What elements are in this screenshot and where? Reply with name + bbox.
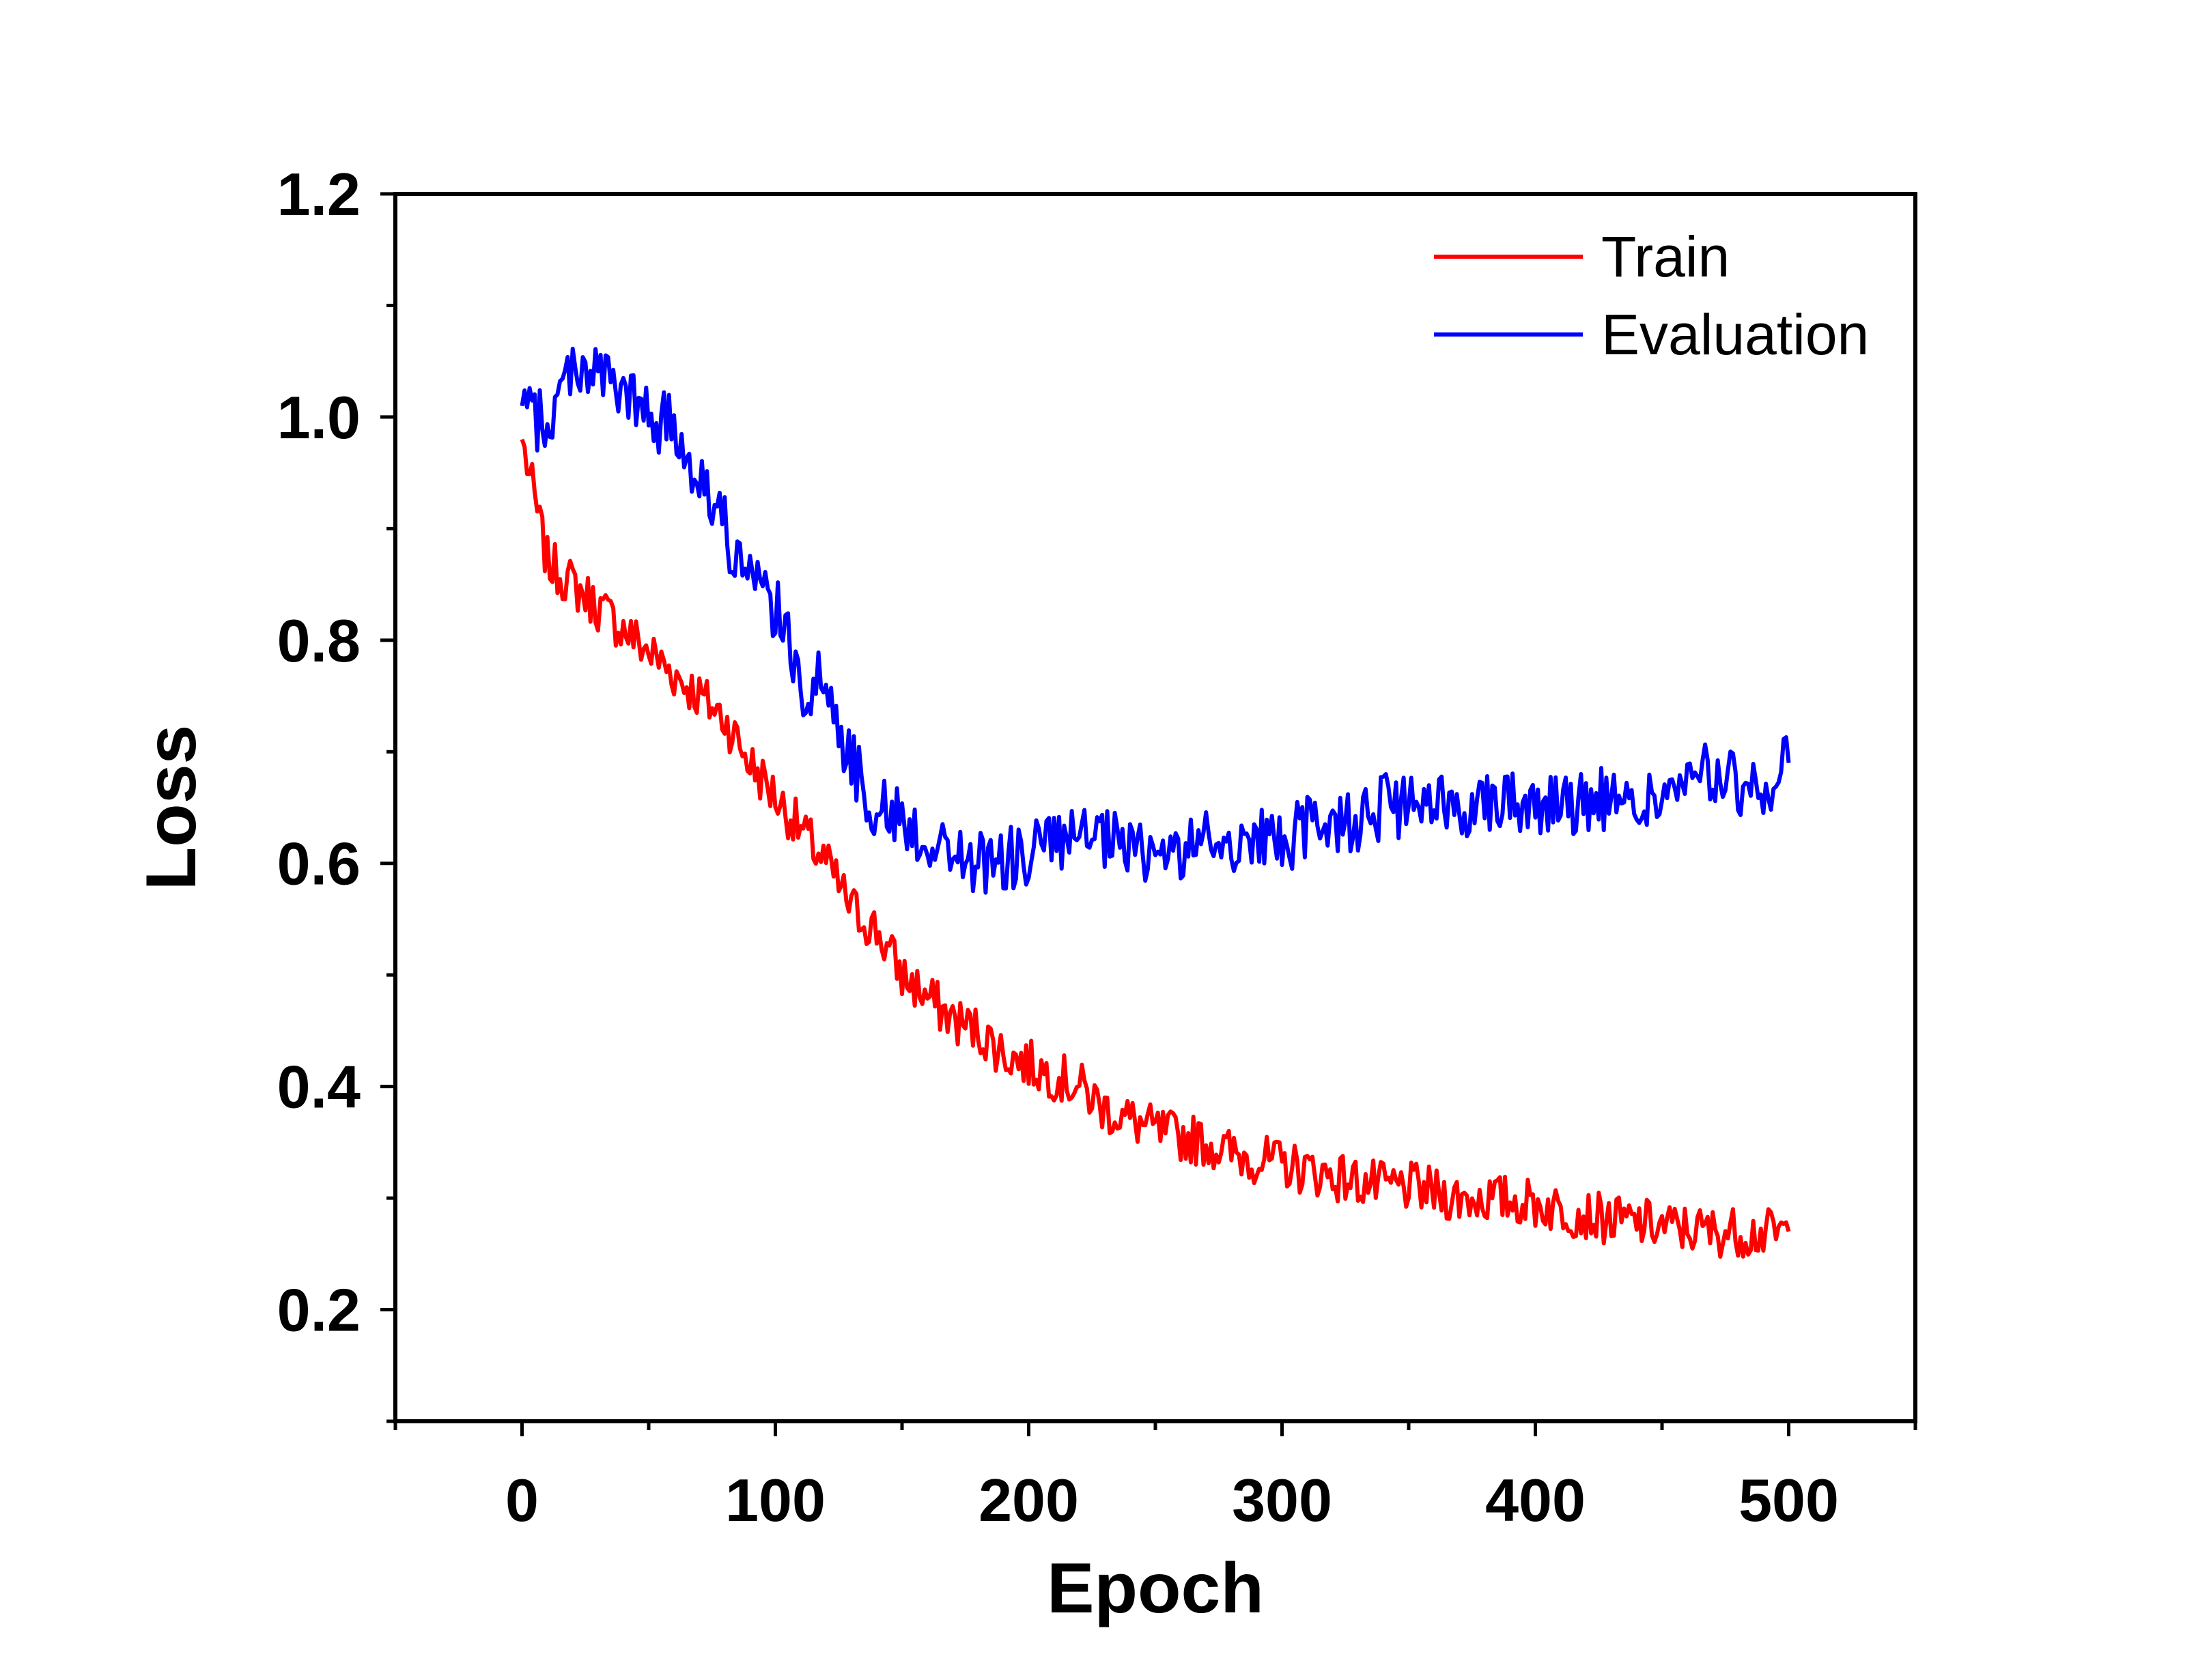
y-tick-label: 1.0 — [277, 384, 361, 451]
legend-label-evaluation: Evaluation — [1601, 302, 1869, 367]
y-tick-label: 0.8 — [277, 607, 361, 674]
x-tick-label: 200 — [979, 1466, 1079, 1534]
y-tick-label: 1.2 — [277, 160, 361, 228]
x-tick-label: 100 — [725, 1466, 826, 1534]
series-line-train — [520, 438, 1791, 1259]
legend: Train Evaluation — [1434, 225, 1869, 367]
x-tick-label: 300 — [1232, 1466, 1332, 1534]
legend-label-train: Train — [1601, 225, 1730, 289]
y-tick-label: 0.2 — [277, 1277, 361, 1344]
series-line-evaluation — [520, 346, 1791, 895]
y-tick-label: 0.6 — [277, 830, 361, 898]
x-tick-label: 500 — [1738, 1466, 1839, 1534]
x-tick-label: 0 — [505, 1466, 539, 1534]
x-axis-title: Epoch — [1047, 1549, 1264, 1628]
x-axis-ticks: 0 100 200 300 400 500 — [393, 1421, 1917, 1534]
y-tick-label: 0.4 — [277, 1053, 361, 1121]
y-axis-ticks: 0.2 0.4 0.6 0.8 1.0 1.2 — [277, 160, 395, 1423]
y-axis-title: Loss — [132, 725, 211, 891]
x-tick-label: 400 — [1485, 1466, 1586, 1534]
series-layer — [520, 346, 1791, 1259]
